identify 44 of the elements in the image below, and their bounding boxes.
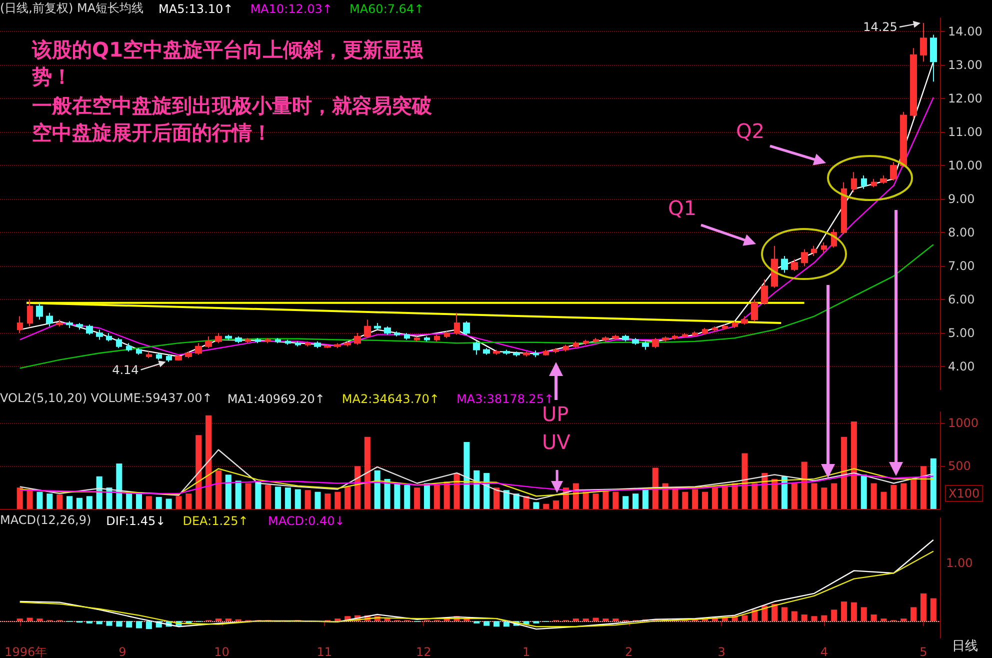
annotation: Q1 (668, 196, 696, 220)
x-tick-label: 2 (625, 645, 633, 658)
y-tick-label: 1000 (948, 416, 979, 430)
annotation: 14.25 (863, 20, 898, 34)
x-tick-label: 1 (522, 645, 530, 658)
x-tick-label: 5 (920, 645, 928, 658)
text: MACD:0.40↓ (268, 514, 345, 528)
y-tick-label: 4.00 (948, 360, 975, 374)
text: MA2:34643.70↑ (342, 392, 440, 406)
chart-title: VOL2(5,10,20) VOLUME:59437.00↑ (0, 391, 212, 405)
x-tick-label: 12 (416, 645, 432, 658)
y-tick-label: 12.00 (948, 91, 982, 106)
y-tick-label: 5.00 (948, 326, 975, 340)
x-tick-label: 3 (718, 645, 726, 658)
x-tick-label: 11 (316, 645, 332, 658)
x-tick-label: 4 (820, 645, 828, 658)
annotation: UV (542, 430, 571, 454)
y-tick-label: 7.00 (948, 259, 975, 273)
annotation: 一般在空中盘旋到出现极小量时，就容易突破空中盘旋展开后面的行情！ (32, 94, 433, 144)
y-tick-label: 11.00 (948, 124, 982, 139)
text: DEA:1.25↑ (182, 514, 248, 528)
chart-title: (日线,前复权) MA短长均线 (0, 1, 144, 15)
text: MA60:7.64↑ (349, 2, 424, 16)
text: DIF:1.45↓ (106, 514, 166, 528)
text: MA1:40969.20↑ (227, 392, 325, 406)
text: X100 (948, 486, 980, 500)
y-tick-label: 10.00 (948, 158, 982, 172)
y-tick-label: 500 (948, 459, 971, 474)
x-tick-label: 9 (118, 645, 126, 658)
chart-title: MACD(12,26,9) (0, 513, 92, 527)
text: MA10:12.03↑ (250, 2, 332, 16)
text: MA5:13.10↑ (158, 2, 234, 16)
annotation: 4.14 (112, 362, 139, 377)
y-tick-label: 9.00 (948, 192, 975, 206)
x-tick-label: 1996年 (4, 645, 48, 658)
text: 1.00 (946, 556, 973, 570)
y-tick-label: 13.00 (948, 58, 982, 72)
x-tick-label: 10 (214, 645, 230, 658)
y-tick-label: 6.00 (948, 292, 975, 307)
text: 日线 (952, 639, 978, 654)
annotation: 该股的Q1空中盘旋平台向上倾斜，更新显强势！ (31, 38, 424, 88)
annotation: Q2 (736, 119, 764, 143)
y-tick-label: 14.00 (948, 24, 982, 38)
y-tick-label: 8.00 (948, 225, 975, 240)
